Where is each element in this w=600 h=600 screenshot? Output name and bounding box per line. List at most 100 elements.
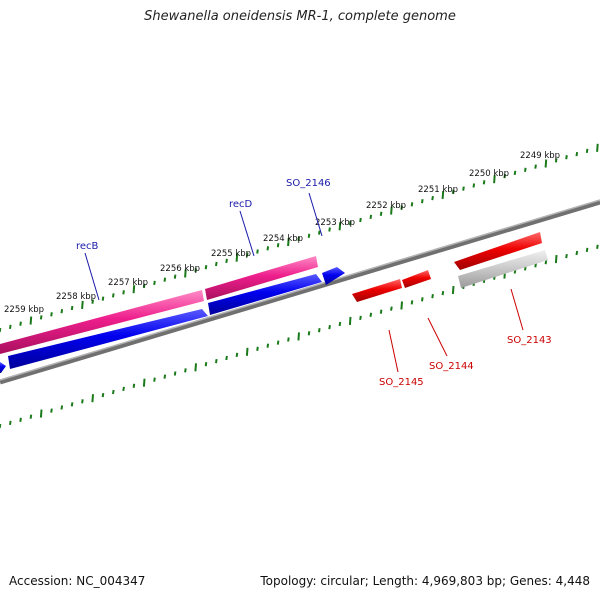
minor-tick: [101, 392, 105, 398]
minor-tick: [153, 377, 156, 382]
minor-tick: [369, 214, 373, 220]
minor-tick: [256, 346, 259, 351]
scale-label: 2258 kbp: [56, 292, 96, 302]
rna-gene-recB[interactable]: [0, 290, 204, 354]
minor-tick: [153, 280, 156, 286]
genome-backbone: [0, 199, 600, 385]
minor-tick: [163, 277, 167, 282]
minor-tick: [112, 293, 115, 298]
minor-tick: [472, 183, 476, 188]
minor-tick: [173, 371, 177, 376]
minor-tick: [215, 261, 218, 267]
minor-tick: [132, 383, 136, 388]
minor-tick: [390, 306, 393, 311]
minor-tick: [297, 236, 300, 242]
major-tick: [348, 316, 352, 325]
scale-label: 2251 kbp: [418, 185, 458, 195]
gene-label-SO_2143[interactable]: SO_2143: [507, 335, 552, 346]
forward-gene-recD[interactable]: [208, 274, 322, 315]
minor-tick: [585, 148, 589, 154]
leader-SO_2143: [510, 288, 524, 331]
major-tick: [81, 300, 84, 309]
minor-tick: [482, 180, 486, 185]
scale-labels: 2249 kbp 2250 kbp 2251 kbp 2252 kbp 2253…: [4, 151, 560, 315]
minor-tick: [503, 173, 506, 179]
minor-tick: [431, 195, 434, 201]
minor-tick: [575, 250, 579, 256]
minor-tick: [19, 321, 22, 326]
minor-tick: [534, 164, 537, 169]
minor-tick: [554, 158, 558, 163]
forward-gene-recB[interactable]: [8, 309, 208, 369]
minor-tick: [369, 312, 373, 317]
gene-label-SO_2146[interactable]: SO_2146: [286, 178, 331, 189]
major-tick: [390, 206, 393, 215]
minor-tick: [348, 221, 352, 226]
genome-backbone-highlight: [0, 199, 600, 381]
reverse-gene-SO_2143[interactable]: [454, 232, 542, 270]
major-tick: [235, 253, 239, 262]
minor-tick: [534, 263, 537, 268]
major-tick: [493, 175, 496, 184]
forward-gene-SO_2146[interactable]: [322, 267, 345, 285]
major-tick: [451, 285, 455, 295]
gene-labels: SO_2146 recD recB SO_2143 SO_2144 SO_214…: [76, 178, 552, 388]
minor-tick: [410, 202, 414, 207]
gene-label-SO_2145[interactable]: SO_2145: [379, 377, 424, 388]
gene-label-recB[interactable]: recB: [76, 241, 99, 252]
leader-recB: [84, 252, 100, 301]
minor-tick: [431, 294, 434, 299]
leader-recD: [239, 210, 255, 257]
minor-tick: [585, 247, 589, 253]
reverse-gene-SO_2144[interactable]: [402, 270, 431, 288]
rna-gene-recD[interactable]: [205, 256, 318, 300]
minor-tick: [225, 355, 228, 361]
minor-tick: [441, 290, 445, 296]
gene-label-SO_2144[interactable]: SO_2144: [429, 361, 474, 372]
minor-tick: [400, 205, 403, 210]
minor-tick: [266, 343, 270, 348]
major-tick: [132, 285, 136, 294]
minor-tick: [112, 389, 115, 395]
minor-tick: [276, 340, 280, 345]
map-title: Shewanella oneidensis MR-1, complete gen…: [144, 9, 456, 24]
minor-tick: [70, 305, 74, 311]
minor-tick: [451, 189, 455, 194]
minor-tick: [513, 170, 517, 176]
major-tick: [297, 332, 300, 341]
minor-tick: [60, 405, 64, 410]
gene-label-recD[interactable]: recD: [229, 199, 253, 210]
minor-tick: [215, 358, 218, 364]
minor-tick: [328, 227, 331, 232]
minor-tick: [122, 386, 125, 392]
forward-gene-left[interactable]: [0, 362, 6, 373]
leader-SO_2144: [427, 317, 448, 357]
minor-tick: [524, 167, 527, 172]
minor-tick: [225, 258, 228, 264]
minor-tick: [204, 362, 208, 367]
minor-tick: [81, 399, 84, 404]
minor-tick: [194, 268, 197, 273]
minor-tick: [318, 230, 321, 235]
minor-tick: [256, 249, 259, 254]
rna-features: [0, 256, 318, 354]
forward-genes: [0, 267, 345, 373]
scale-label: 2257 kbp: [108, 278, 148, 288]
scale-label: 2254 kbp: [263, 234, 303, 244]
pseudo-gene-gray[interactable]: [458, 250, 548, 288]
major-tick: [39, 409, 43, 418]
minor-tick: [359, 217, 362, 223]
minor-tick: [565, 253, 568, 259]
minor-tick: [19, 417, 22, 422]
minor-tick: [39, 315, 43, 320]
scale-label: 2259 kbp: [4, 305, 44, 315]
minor-tick: [235, 352, 239, 358]
minor-tick: [421, 297, 424, 302]
genome-info-text: Topology: circular; Length: 4,969,803 bp…: [260, 574, 590, 588]
minor-tick: [184, 368, 187, 373]
minor-tick: [266, 246, 270, 251]
reverse-gene-SO_2145[interactable]: [352, 279, 402, 302]
minor-tick: [307, 233, 311, 238]
scale-label: 2250 kbp: [469, 169, 509, 179]
major-tick: [554, 255, 558, 264]
